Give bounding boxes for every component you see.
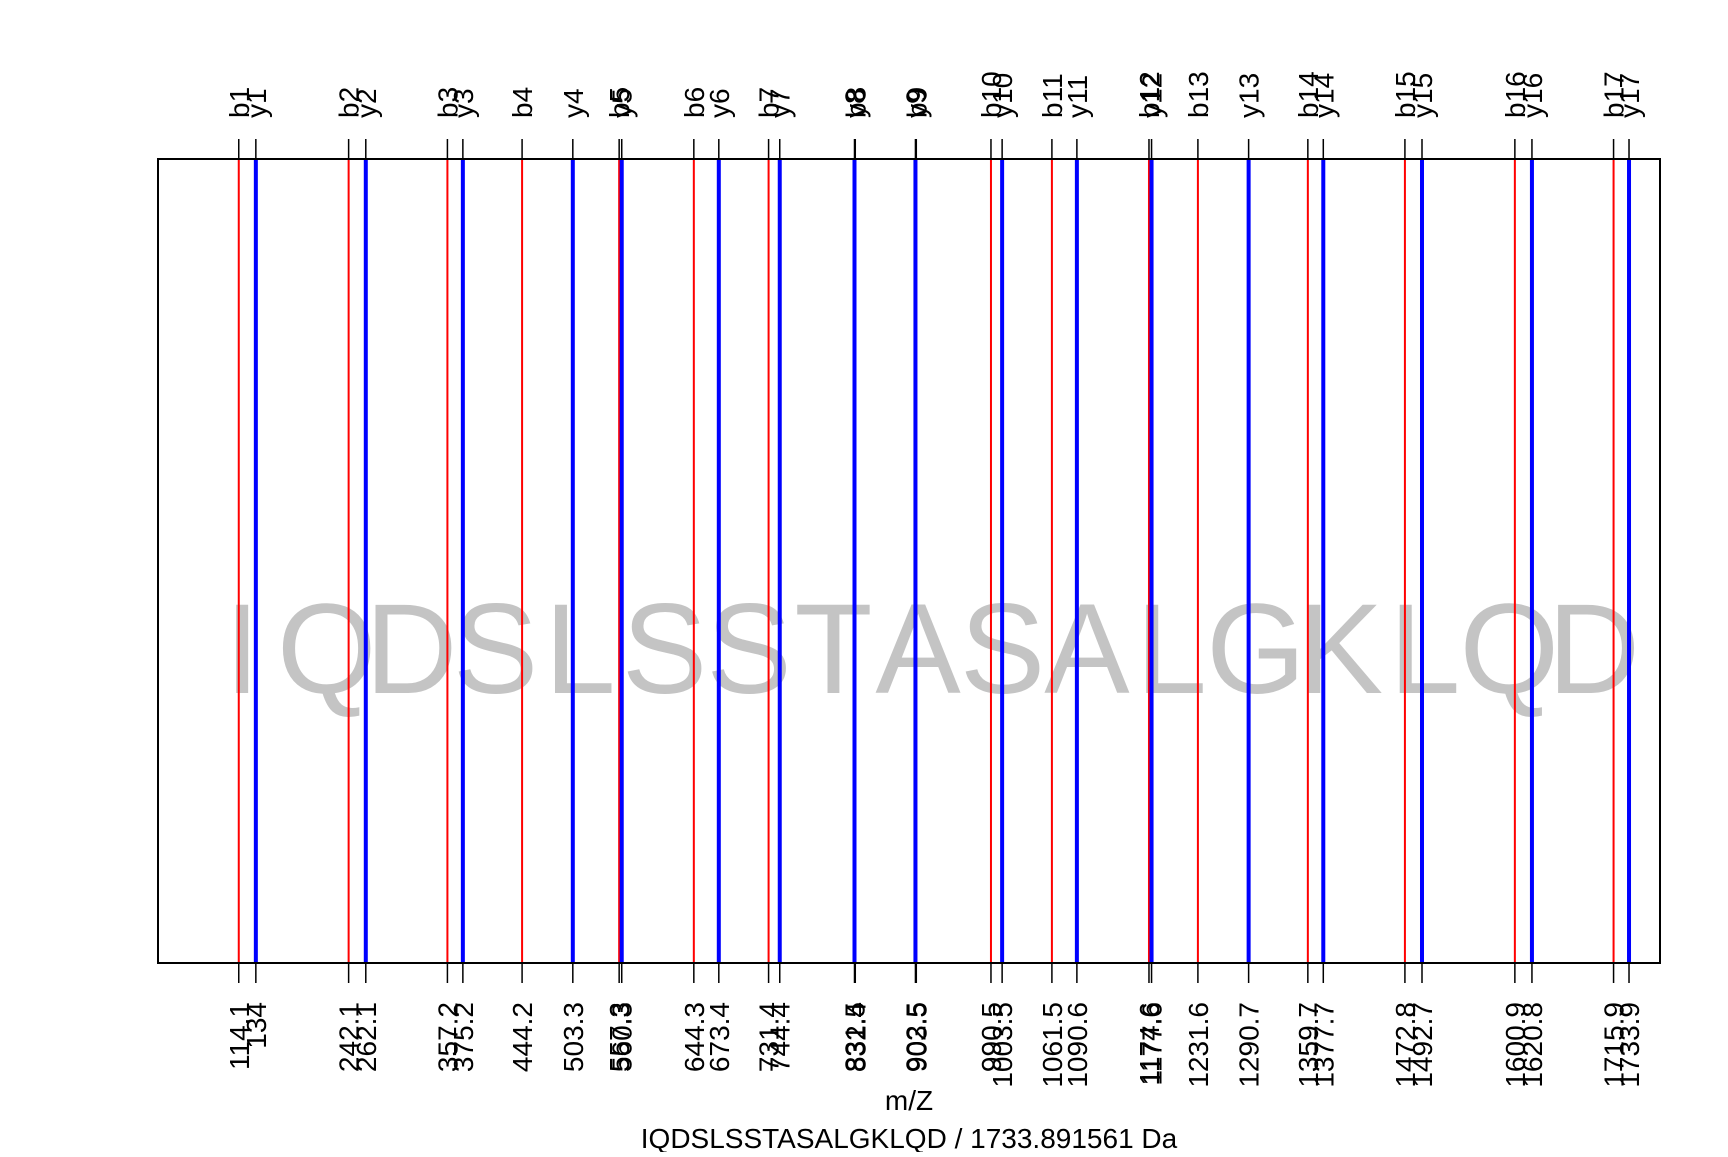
b-ion-label: b8 [840,87,871,118]
b-ion-mz-label: 1472.8 [1390,1002,1421,1088]
b-ion-mz-label: 1174.6 [1134,1002,1165,1086]
b-ion-mz-label: 990.5 [976,1002,1007,1072]
sequence-letter: K [1298,578,1383,721]
b-ion-label: b10 [976,71,1007,118]
y-ion-label: y3 [448,88,479,118]
b-ion-mz-label: 1231.6 [1183,1002,1214,1088]
sequence-letter: G [1206,578,1306,721]
sequence-letter: L [1389,578,1460,721]
sequence-letter: Q [277,578,377,721]
b-ion-label: b9 [901,87,932,118]
y-ion-mz-label: 503.3 [558,1002,589,1072]
y-ion-mz-label: 1090.6 [1062,1002,1093,1088]
b-ion-label: b4 [507,87,538,118]
y-ion-label: y16 [1517,73,1548,118]
sequence-letter: T [794,578,872,721]
sequence-letter: A [1044,578,1130,721]
b-ion-label: b13 [1183,71,1214,118]
b-ion-mz-label: 1359.7 [1293,1002,1324,1088]
y-ion-label: y15 [1407,73,1438,118]
ion-lines [237,159,1632,963]
sequence-letters: I QDS L S S T A S A L GK L QD [224,578,1640,721]
b-ion-mz-label: 832.4 [840,1002,871,1072]
b-ion-mz-label: 903.5 [901,1002,932,1072]
y-ion-mz-label: 375.2 [448,1002,479,1072]
b-ion-label: b3 [432,87,463,118]
b-ion-mz-label: 731.4 [754,1002,785,1072]
sequence-letter: L [545,578,616,721]
b-ion-mz-label: 1061.5 [1037,1002,1068,1088]
y-ion-label: y2 [351,88,382,118]
y-ion-mz-label: 1377.7 [1308,1002,1339,1088]
y-ion-mz-label: 1733.9 [1614,1002,1645,1088]
sequence-letter: D [365,578,457,721]
y-ion-mz-label: 560.3 [607,1002,638,1072]
y-ion-mz-label: 1620.8 [1517,1002,1548,1088]
b-ion-label: b17 [1599,71,1630,118]
y-ion-mz-label: 1177.6 [1137,1002,1168,1086]
y-ion-label: y12 [1137,73,1168,118]
b-ion-mz-label: 1715.9 [1599,1002,1630,1088]
sequence-letter: D [1548,578,1640,721]
y-ion-mz-label: 134 [241,1002,272,1049]
sequence-letter: L [1136,578,1207,721]
plot-frame [157,158,1661,964]
b-ion-label: b7 [754,87,785,118]
y-ion-mz-label: 1492.7 [1407,1002,1438,1088]
y-ion-label: y7 [765,88,796,118]
y-ion-label: y4 [558,88,589,118]
b-ion-label: b14 [1293,71,1324,118]
b-ion-mz-label: 557.3 [604,1002,635,1072]
sequence-letter: A [875,578,961,721]
y-ion-label: y10 [987,73,1018,118]
y-ion-mz-label: 831.5 [840,1002,871,1072]
y-ion-label: y17 [1614,73,1645,118]
y-ion-label: y13 [1234,73,1265,118]
y-ion-mz-label: 1290.7 [1234,1002,1265,1088]
sequence-letter: S [453,578,538,721]
b-ion-label: b16 [1500,71,1531,118]
b-ion-label: b5 [604,87,635,118]
b-ion-mz-label: 114.1 [224,1002,255,1070]
y-ion-mz-label: 902.5 [900,1002,931,1072]
ion-labels-top: b1 b2 b3 b4 b5 b6 b7 b8 b9 b10 b11 b12 b13 b14 b15 b16 b… [224,71,1645,118]
b-ion-label: b12 [1134,71,1165,118]
b-ion-mz-label: 357.2 [432,1002,463,1072]
y-ion-mz-label: 1003.5 [987,1002,1018,1088]
y-ion-label: y5 [607,88,638,118]
b-ion-label: b6 [679,87,710,118]
y-ion-label: y8 [840,88,871,118]
b-ion-label: b2 [334,87,365,118]
b-ion-mz-label: 444.2 [507,1002,538,1072]
y-ion-label: y14 [1308,73,1339,118]
y-ion-label: y6 [704,88,735,118]
y-ion-label: y1 [241,88,272,118]
y-ion-mz-label: 744.4 [765,1002,796,1072]
b-ion-mz-label: 242.1 [334,1002,365,1072]
b-ion-mz-label: 644.3 [679,1002,710,1072]
b-ion-label: b15 [1390,71,1421,118]
y-ion-mz-label: 673.4 [704,1002,735,1072]
tick-marks [238,139,1630,983]
mz-tick-labels: 114.1 242.1 357.2 444.2 557.3 644.3 731.4 832.4… [224,1002,1645,1088]
b-ion-label: b11 [1037,73,1068,118]
chart-subtitle: IQDSLSSTASALGKLQD / 1733.891561 Da [641,1123,1178,1152]
b-ion-label: b1 [224,87,255,118]
x-axis-label: m/Z [885,1085,933,1116]
y-ion-mz-label: 262.1 [351,1002,382,1072]
b-ion-mz-label: 1600.9 [1500,1002,1531,1088]
sequence-letter: Q [1460,578,1560,721]
y-ion-label: y9 [900,88,931,118]
y-ion-label: y11 [1062,75,1093,118]
